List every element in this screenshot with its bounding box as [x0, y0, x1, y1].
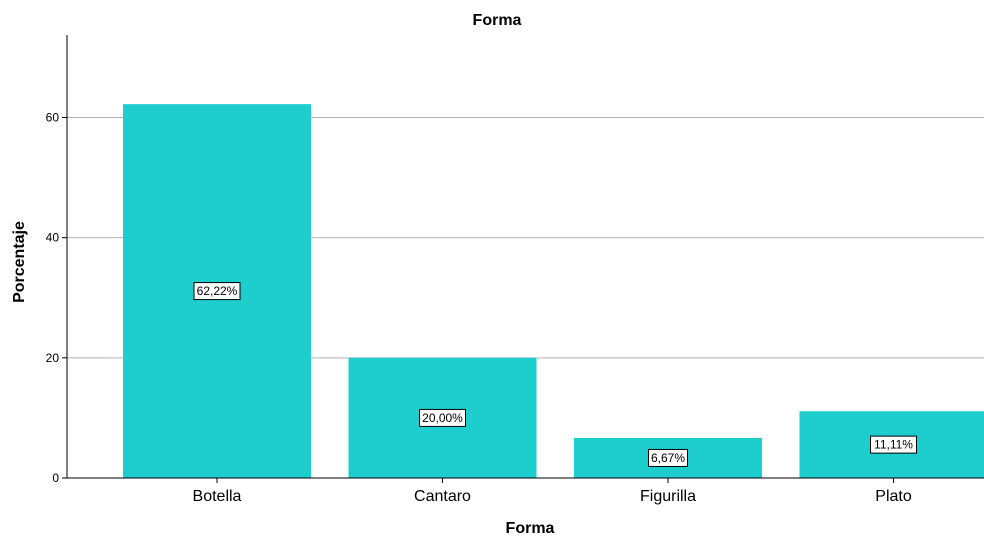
data-label-text: 20,00% [422, 411, 463, 425]
data-label: 20,00% [419, 408, 466, 427]
y-ticks: 0 20 40 60 [46, 111, 67, 485]
x-ticks: Botella Cantaro Figurilla Plato [193, 478, 912, 505]
axes [66, 35, 984, 479]
bars [123, 104, 984, 478]
data-label-box [870, 435, 917, 454]
y-tick-label: 60 [46, 111, 60, 125]
y-axis-label: Porcentaje [11, 221, 28, 303]
y-tick-label: 0 [52, 471, 59, 485]
x-tick-label: Cantaro [414, 488, 471, 505]
data-label-box [193, 282, 241, 301]
data-label-box [648, 448, 688, 467]
data-labels: 62,22% 20,00% 6,67% 11,11% [193, 282, 917, 467]
data-label: 6,67% [648, 448, 688, 467]
y-tick-label: 40 [46, 231, 60, 245]
x-tick-label: Botella [193, 488, 242, 505]
x-axis-label: Forma [506, 520, 555, 537]
data-label-text: 62,22% [197, 284, 238, 298]
data-label: 11,11% [870, 435, 917, 454]
chart-title: Forma [473, 12, 522, 29]
data-label-text: 6,67% [651, 451, 685, 465]
data-label-box [419, 408, 466, 427]
data-label: 62,22% [193, 282, 241, 301]
x-tick-label: Plato [875, 488, 912, 505]
y-tick-label: 20 [46, 351, 60, 365]
data-label-text: 11,11% [874, 438, 913, 452]
x-tick-label: Figurilla [640, 488, 696, 505]
